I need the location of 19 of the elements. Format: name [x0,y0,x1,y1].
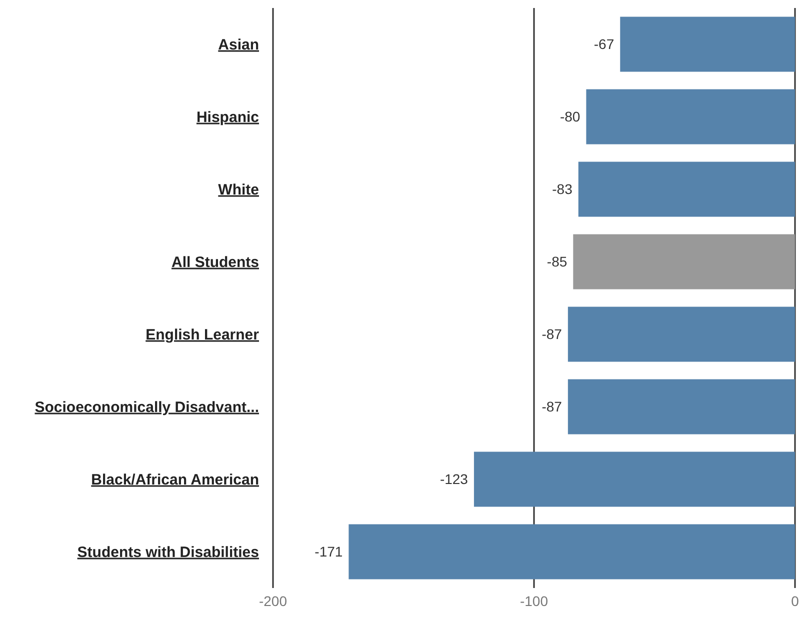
data-label: -67 [594,36,614,52]
data-label: -80 [560,108,580,125]
data-label: -87 [542,326,562,342]
x-tick-label: -100 [520,592,548,609]
data-label: -171 [314,544,343,560]
y-tick-label: Black/African American [91,471,259,488]
y-tick-label: Asian [218,36,259,54]
x-tick-label: 0 [791,592,800,609]
data-label: -85 [546,254,568,270]
y-tick-label: Students with Disabilities [77,544,259,561]
data-label: -83 [552,181,573,198]
data-label: -123 [440,471,468,488]
y-tick-label: White [218,181,259,198]
y-tick-label: Socioeconomically Disadvant... [34,398,259,416]
data-label: -87 [542,398,562,415]
y-tick-label: All Students [171,254,259,271]
y-tick-label: English Learner [146,326,260,344]
y-tick-label: Hispanic [196,108,259,126]
x-tick-label: -200 [258,592,288,609]
